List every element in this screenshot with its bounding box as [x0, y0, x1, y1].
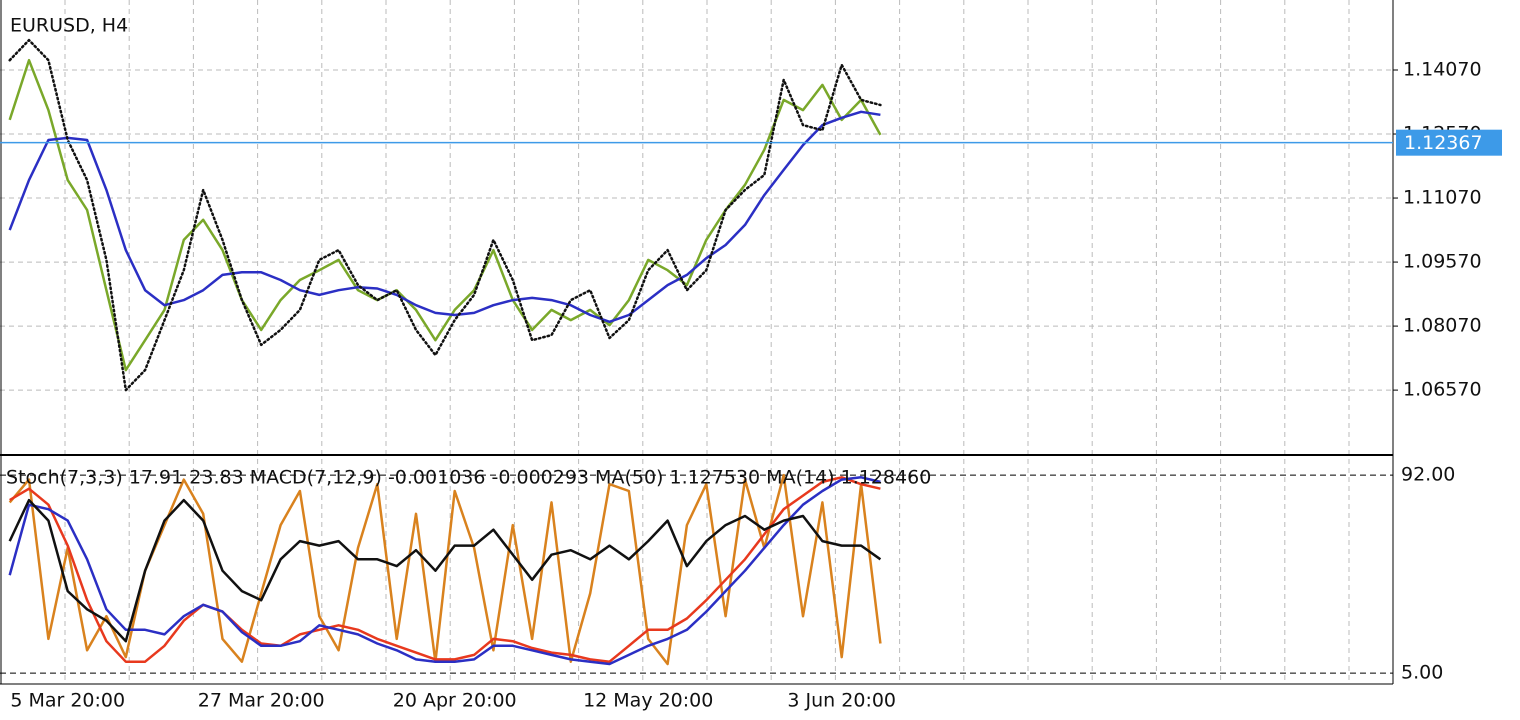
series-line — [8, 110, 881, 324]
x-tick-label: 3 Jun 20:00 — [787, 690, 896, 712]
x-tick-label: 27 Mar 20:00 — [198, 690, 325, 712]
current-price-label: 1.12367 — [1404, 132, 1483, 154]
y-tick-label: 1.09570 — [1403, 251, 1482, 273]
series-line — [8, 38, 882, 392]
y-tick-label: 1.14070 — [1403, 58, 1482, 80]
y-tick-label: 92.00 — [1401, 464, 1455, 486]
symbol-title: EURUSD, H4 — [10, 15, 128, 37]
plot — [0, 38, 1393, 666]
series-line — [8, 498, 882, 643]
current-price-box — [1396, 129, 1502, 156]
grid — [0, 0, 1393, 684]
series-line — [8, 476, 881, 666]
series-line — [9, 476, 881, 663]
y-tick-label: 1.08070 — [1403, 315, 1482, 337]
y-tick-label: 1.06570 — [1403, 379, 1482, 401]
y-tick-label: 1.11070 — [1403, 187, 1482, 209]
series-line — [8, 58, 882, 372]
x-tick-label: 5 Mar 20:00 — [10, 690, 125, 712]
x-tick-label: 20 Apr 20:00 — [393, 690, 517, 712]
indicator-label: Stoch(7,3,3) 17.91 23.83 MACD(7,12,9) -0… — [6, 467, 931, 489]
y-tick-label: 5.00 — [1401, 662, 1443, 684]
x-tick-label: 12 May 20:00 — [583, 690, 713, 712]
